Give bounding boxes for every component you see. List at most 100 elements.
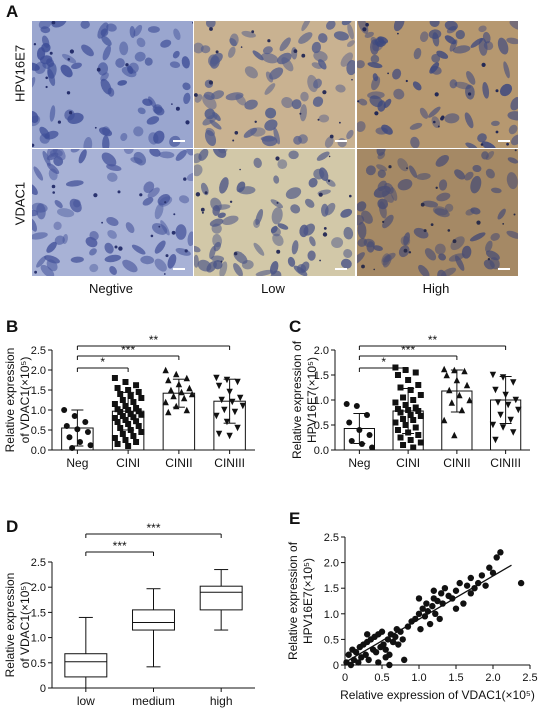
- y-tick-label: 0: [40, 683, 46, 695]
- data-point: [463, 381, 471, 389]
- data-point: [229, 398, 236, 406]
- data-point: [452, 587, 460, 594]
- data-point: [456, 391, 463, 399]
- significance-label: **: [149, 333, 159, 347]
- regression-line: [344, 564, 512, 664]
- data-point: [499, 374, 507, 381]
- data-point: [432, 610, 439, 617]
- data-point: [84, 429, 91, 435]
- data-point: [63, 423, 70, 429]
- data-point: [130, 399, 137, 405]
- data-point: [512, 396, 519, 404]
- panel-label: B: [6, 317, 18, 336]
- data-point: [378, 628, 386, 635]
- panel-label: C: [289, 317, 301, 336]
- y-axis-label: Relative expression of: [286, 541, 300, 660]
- data-point: [446, 386, 453, 394]
- x-tick-label: Neg: [66, 456, 88, 470]
- col-label-high: High: [422, 281, 450, 296]
- data-point: [410, 397, 417, 403]
- data-point: [434, 597, 441, 605]
- data-point: [111, 401, 118, 407]
- data-point: [375, 659, 382, 666]
- data-point: [400, 442, 407, 448]
- data-point: [114, 385, 121, 391]
- y-axis-label: of VDAC1(×10⁵): [18, 357, 32, 444]
- data-point: [369, 646, 377, 653]
- data-point: [440, 365, 448, 373]
- data-point: [492, 386, 499, 394]
- y-tick-label: 1.5: [31, 607, 46, 619]
- data-point: [125, 443, 132, 449]
- data-point: [369, 444, 376, 451]
- data-point: [400, 394, 407, 401]
- data-point: [402, 367, 409, 373]
- data-point: [114, 419, 121, 425]
- data-point: [138, 395, 145, 401]
- data-point: [412, 369, 419, 376]
- significance-label: ***: [401, 343, 415, 357]
- significance-label: ***: [121, 343, 135, 357]
- data-point: [510, 429, 517, 436]
- data-point: [392, 633, 399, 641]
- data-point: [426, 620, 434, 628]
- data-point: [349, 646, 356, 653]
- data-point: [489, 421, 497, 429]
- data-point: [389, 638, 397, 646]
- data-point: [430, 595, 437, 602]
- data-point: [415, 610, 423, 617]
- data-point: [170, 392, 177, 400]
- data-point: [458, 406, 466, 414]
- data-point: [452, 605, 460, 612]
- data-point: [423, 600, 430, 607]
- panel-label: E: [289, 509, 300, 528]
- data-point: [471, 585, 478, 592]
- data-point: [397, 628, 404, 635]
- data-point: [412, 615, 419, 623]
- data-point: [394, 372, 401, 378]
- data-point: [234, 424, 241, 432]
- data-point: [180, 394, 188, 402]
- data-point: [356, 643, 363, 651]
- data-point: [415, 595, 423, 602]
- data-point: [367, 636, 375, 643]
- data-point: [111, 435, 118, 441]
- data-point: [417, 392, 424, 398]
- data-point: [466, 396, 473, 404]
- data-point: [497, 549, 504, 556]
- data-point: [497, 411, 504, 419]
- data-point: [133, 382, 140, 389]
- data-point: [451, 431, 458, 439]
- y-tick-label: 2.0: [324, 558, 339, 570]
- data-point: [122, 417, 129, 423]
- data-point: [127, 411, 134, 417]
- y-tick-label: 2.5: [31, 345, 46, 357]
- panel-label: D: [6, 517, 18, 536]
- data-point: [517, 579, 525, 587]
- data-point: [122, 437, 129, 443]
- ihc-tile: [31, 20, 194, 149]
- data-point: [165, 376, 172, 384]
- data-point: [401, 656, 408, 664]
- y-axis-label: Relative expression: [3, 573, 17, 678]
- data-point: [175, 380, 183, 388]
- data-point: [440, 416, 448, 424]
- data-point: [397, 384, 404, 391]
- x-tick-label: CINI: [116, 456, 140, 470]
- y-tick-label: 1.0: [31, 633, 46, 645]
- x-tick-label: CINII: [443, 456, 470, 470]
- x-tick-label: CINI: [396, 456, 420, 470]
- y-tick-label: 0.5: [314, 420, 329, 432]
- data-point: [111, 415, 118, 421]
- data-point: [429, 602, 436, 610]
- ihc-tile: [356, 148, 519, 277]
- y-tick-label: 2.0: [31, 365, 46, 377]
- x-tick-label: 2.5: [522, 672, 537, 684]
- y-tick-label: 1.5: [314, 370, 329, 382]
- data-point: [397, 434, 404, 441]
- data-point: [234, 378, 241, 386]
- data-point: [130, 433, 137, 439]
- data-point: [183, 406, 191, 414]
- x-axis-label: Relative expression of VDAC1(×10⁵): [340, 688, 535, 702]
- data-point: [453, 376, 461, 384]
